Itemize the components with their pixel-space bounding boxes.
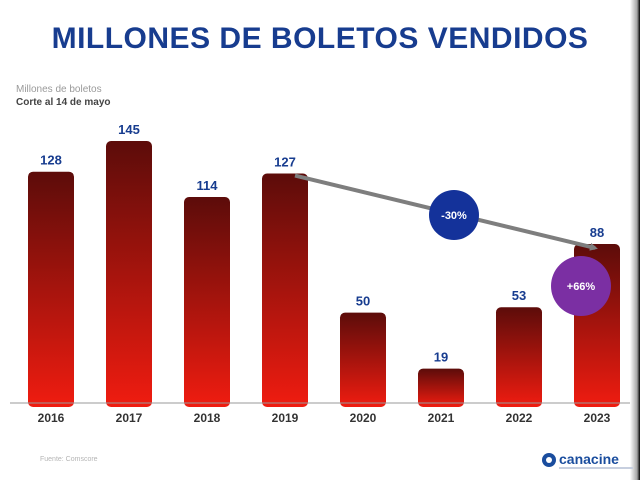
x-tick-label: 2022 [506,411,533,425]
logo-tagline-line [559,467,633,469]
x-tick-label: 2019 [272,411,299,425]
bar-value-label: 127 [274,155,296,170]
bar-2018 [184,197,230,407]
bar-chart: 128 145 114 127 50 19 53 88 2016 2017 2018 2019 202… [10,122,630,425]
bar-2017 [106,141,152,407]
chart-title: MILLONES DE BOLETOS VENDIDOS [51,22,589,55]
bar-2022 [496,307,542,407]
x-tick-label: 2018 [194,411,221,425]
bar-value-label: 19 [434,350,448,365]
chart-subtitle: Millones de boletos [16,84,102,95]
bar-value-label: 145 [118,122,140,137]
chart-note: Corte al 14 de mayo [16,97,111,108]
canacine-logo-icon [542,453,556,467]
bar-2021 [418,368,464,407]
change-badge-label: +66% [567,281,596,293]
x-tick-label: 2021 [428,411,455,425]
change-badge [551,256,611,316]
bar-2020 [340,312,386,407]
change-badge [429,190,479,240]
bar-value-label: 53 [512,288,526,303]
change-badge-label: -30% [441,210,467,222]
page-edge-shadow [630,0,640,480]
source-note: Fuente: Comscore [40,456,98,463]
bar-value-label: 50 [356,294,370,309]
bar-2019 [262,173,308,407]
x-tick-label: 2016 [38,411,65,425]
bar-2016 [28,171,74,407]
x-tick-label: 2023 [584,411,611,425]
bar-value-label: 114 [197,178,219,193]
canacine-logo-text: canacine [559,451,619,467]
x-tick-label: 2020 [350,411,377,425]
canacine-logo: canacine [542,450,634,474]
bar-value-label: 128 [40,153,62,168]
x-tick-label: 2017 [116,411,143,425]
bar-value-label: 88 [590,225,604,240]
